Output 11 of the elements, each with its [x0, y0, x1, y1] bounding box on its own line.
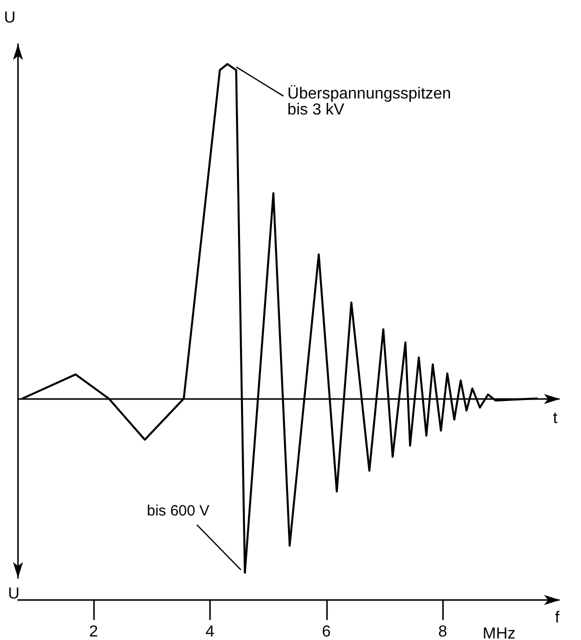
annotation: t	[553, 410, 558, 428]
x-axis-title: f	[555, 610, 560, 626]
y-axis-title: U	[4, 10, 16, 26]
x-tick-label: 2	[89, 624, 98, 640]
text: U	[8, 586, 20, 602]
text: MHz	[482, 626, 516, 640]
annotation: Überspannungsspitzen bis 3 kV	[287, 84, 452, 119]
x-tick-label: 8	[438, 624, 448, 640]
x-tick-label: 4	[206, 624, 215, 640]
annotation: bis 600 V	[146, 502, 210, 520]
x-tick-label: 6	[322, 624, 331, 640]
